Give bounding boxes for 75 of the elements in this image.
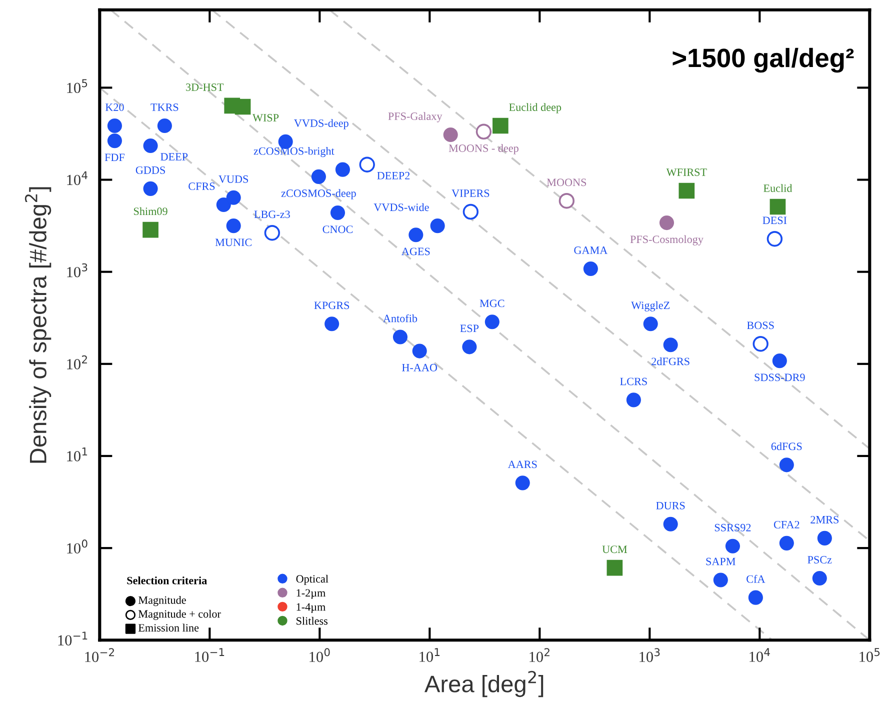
annotation: SDSS-DR9 <box>754 374 805 382</box>
annotation: FDF <box>104 154 124 162</box>
annotation: LBG-z3 <box>254 210 290 218</box>
annotation: Euclid deep <box>509 103 562 114</box>
x-tick-label: 10$^{2}$ <box>530 648 550 662</box>
annotation: zCOSMOS-bright <box>254 146 334 158</box>
annotation: MUNIC <box>215 238 252 246</box>
annotation: MGC <box>480 300 504 308</box>
annotation: CfA <box>746 574 766 583</box>
annotation: WISP <box>252 114 279 122</box>
x-tick-label: 10$^{3}$ <box>640 648 660 662</box>
x-tick-label: 10$^{−2}$ <box>85 648 114 662</box>
annotation: 2dFGRS <box>652 357 690 366</box>
annotation: TKRS <box>150 104 178 111</box>
y-tick-label: 10$^{0}$ <box>67 540 88 554</box>
annotation: MOONS <box>546 178 586 186</box>
annotation: LCRS <box>620 378 647 386</box>
annotation: VVDS-deep <box>294 119 348 130</box>
annotation: Antofib <box>383 314 418 322</box>
annotation: PFS-Galaxy <box>388 112 442 122</box>
y-tick-label: 10$^{5}$ <box>67 79 88 94</box>
annotation: ESP <box>460 324 479 332</box>
annotation: BOSS <box>747 322 774 330</box>
y-tick-label: 10$^{2}$ <box>67 355 87 370</box>
annotation: VUDS <box>218 175 248 183</box>
annotation: MOONS - deep <box>448 144 518 154</box>
annotation: DEEP2 <box>377 172 410 180</box>
annotation: SAPM <box>706 558 736 566</box>
annotation: VIPERS <box>452 190 490 198</box>
annotation: 3D-HST <box>186 83 224 91</box>
x-tick-label: 10$^{−1}$ <box>195 648 224 662</box>
annotation: DEEP <box>160 153 188 160</box>
annotation: GAMA <box>574 246 608 254</box>
y-tick-label: 10$^{4}$ <box>67 171 88 186</box>
annotation: Selection criteria <box>127 576 207 584</box>
y-tick-label: 10$^{−1}$ <box>58 632 88 646</box>
annotation: zCOSMOS-deep <box>281 189 356 200</box>
annotation: Magnitude <box>138 596 186 606</box>
annotation: PSCz <box>808 556 832 564</box>
annotation: Shim09 <box>134 207 168 216</box>
annotation: DESI <box>762 216 787 224</box>
x-tick-label: 10$^{5}$ <box>860 648 880 662</box>
annotation: K20 <box>105 103 124 111</box>
x-axis-title: Area [deg$^{2}$] <box>424 670 544 698</box>
annotation: AGES <box>402 248 430 256</box>
annotation: AARS <box>508 460 537 468</box>
annotation: 2MRS <box>810 516 838 524</box>
annotation: VVDS-wide <box>374 203 429 212</box>
annotation: PFS-Cosmology <box>630 235 704 246</box>
annotation: Magnitude + color <box>138 610 221 620</box>
annotation: 6dFGS <box>771 442 802 450</box>
y-tick-label: 10$^{1}$ <box>67 448 88 462</box>
x-tick-label: 10$^{4}$ <box>750 648 770 662</box>
annotation: UCM <box>602 546 628 554</box>
x-tick-label: 10$^{1}$ <box>420 648 440 662</box>
annotation: H-AAO <box>402 364 438 372</box>
annotation: Emission line <box>138 624 199 632</box>
annotation: CNOC <box>322 226 353 234</box>
annotation: SSRS92 <box>714 524 751 532</box>
annotation: CFRS <box>188 182 215 190</box>
annotation: WFIRST <box>666 168 707 176</box>
annotation: GDDS <box>136 166 165 174</box>
annotation: CFA2 <box>774 520 800 528</box>
legend-label: Optical <box>296 574 328 585</box>
y-axis-title: Density of spectra [#/deg$^{2}$] <box>24 187 52 463</box>
legend-label: 1-2µm <box>296 589 326 599</box>
annotation: WiggleZ <box>631 301 670 312</box>
annotation: >1500 gal/deg² <box>672 48 854 73</box>
annotation: Euclid <box>764 184 792 192</box>
annotation: KPGRS <box>314 302 350 310</box>
x-tick-label: 10$^{0}$ <box>310 648 330 662</box>
legend-label: Slitless <box>296 616 328 625</box>
legend-label: 1-4µm <box>296 603 326 613</box>
y-tick-label: 10$^{3}$ <box>67 263 88 278</box>
annotation: DURS <box>656 502 685 510</box>
